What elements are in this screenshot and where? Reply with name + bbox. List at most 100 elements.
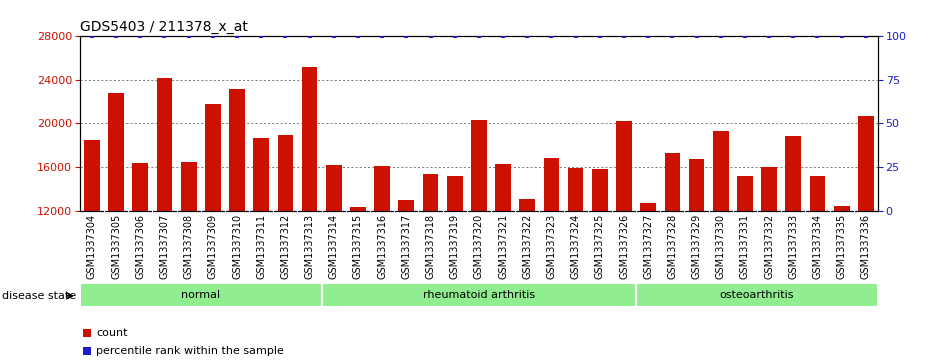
Bar — [181, 162, 196, 211]
Bar — [834, 206, 850, 211]
Bar — [278, 135, 293, 211]
Bar — [762, 167, 777, 211]
Bar — [785, 136, 801, 211]
Point — [375, 33, 390, 39]
Point — [640, 33, 655, 39]
Bar — [447, 176, 463, 211]
Text: GSM1337308: GSM1337308 — [184, 214, 193, 279]
Point — [157, 33, 172, 39]
Bar — [665, 153, 680, 211]
Bar — [809, 176, 825, 211]
Bar — [616, 121, 632, 211]
Bar — [737, 176, 753, 211]
Bar — [350, 207, 366, 211]
Text: GSM1337317: GSM1337317 — [401, 214, 411, 280]
Text: GSM1337330: GSM1337330 — [716, 214, 726, 279]
Point — [786, 33, 801, 39]
Bar — [568, 168, 583, 211]
Bar — [205, 104, 221, 211]
Point — [85, 33, 100, 39]
Text: GSM1337318: GSM1337318 — [425, 214, 436, 279]
Text: GSM1337331: GSM1337331 — [740, 214, 750, 279]
Point — [834, 33, 849, 39]
Text: GSM1337333: GSM1337333 — [789, 214, 798, 279]
Point — [254, 33, 269, 39]
Text: GSM1337335: GSM1337335 — [837, 214, 847, 280]
Point — [737, 33, 752, 39]
Point — [229, 33, 244, 39]
Point — [181, 33, 196, 39]
Text: percentile rank within the sample: percentile rank within the sample — [97, 346, 285, 356]
Text: GSM1337328: GSM1337328 — [668, 214, 677, 280]
Text: GSM1337305: GSM1337305 — [111, 214, 121, 280]
Point — [132, 33, 147, 39]
Text: GSM1337325: GSM1337325 — [594, 214, 605, 280]
Text: GSM1337316: GSM1337316 — [377, 214, 387, 279]
Text: GSM1337312: GSM1337312 — [281, 214, 290, 280]
Bar — [713, 131, 729, 211]
Bar — [636, 283, 878, 307]
Point — [689, 33, 704, 39]
Point — [520, 33, 535, 39]
Text: GSM1337304: GSM1337304 — [87, 214, 97, 279]
Point — [80, 348, 95, 354]
Text: disease state: disease state — [2, 291, 76, 301]
Text: normal: normal — [181, 290, 221, 300]
Bar — [592, 169, 608, 211]
Point — [399, 33, 414, 39]
Text: GSM1337334: GSM1337334 — [812, 214, 823, 279]
Text: GSM1337307: GSM1337307 — [160, 214, 169, 280]
Point — [109, 33, 124, 39]
Bar — [688, 159, 704, 211]
Text: GSM1337326: GSM1337326 — [619, 214, 629, 280]
Point — [326, 33, 341, 39]
Point — [568, 33, 583, 39]
Text: GDS5403 / 211378_x_at: GDS5403 / 211378_x_at — [80, 20, 248, 34]
Point — [544, 33, 559, 39]
Text: GSM1337322: GSM1337322 — [522, 214, 532, 280]
Bar — [85, 140, 100, 211]
Text: GSM1337310: GSM1337310 — [232, 214, 242, 279]
Text: GSM1337319: GSM1337319 — [450, 214, 460, 279]
Text: GSM1337332: GSM1337332 — [764, 214, 774, 280]
Point — [350, 33, 365, 39]
Text: GSM1337321: GSM1337321 — [498, 214, 508, 280]
Bar — [322, 283, 636, 307]
Text: GSM1337306: GSM1337306 — [135, 214, 146, 279]
Point — [762, 33, 777, 39]
Point — [858, 33, 873, 39]
Bar — [544, 158, 560, 211]
Bar — [80, 283, 322, 307]
Point — [423, 33, 438, 39]
Bar — [495, 164, 511, 211]
Text: osteoarthritis: osteoarthritis — [720, 290, 794, 300]
Bar — [326, 165, 342, 211]
Bar — [519, 199, 535, 211]
Bar — [471, 120, 486, 211]
Bar — [423, 174, 439, 211]
Text: GSM1337315: GSM1337315 — [353, 214, 363, 280]
Text: GSM1337313: GSM1337313 — [304, 214, 315, 279]
Text: GSM1337320: GSM1337320 — [474, 214, 484, 280]
Bar — [301, 67, 317, 211]
Point — [302, 33, 317, 39]
Point — [447, 33, 462, 39]
Point — [665, 33, 680, 39]
Bar — [229, 89, 245, 211]
Point — [714, 33, 729, 39]
Point — [206, 33, 221, 39]
Point — [496, 33, 511, 39]
Bar — [398, 200, 414, 211]
Bar — [108, 93, 124, 211]
Point — [278, 33, 293, 39]
Text: GSM1337309: GSM1337309 — [208, 214, 218, 279]
Text: GSM1337324: GSM1337324 — [571, 214, 580, 280]
Text: rheumatoid arthritis: rheumatoid arthritis — [423, 290, 535, 300]
Bar — [640, 203, 656, 211]
Text: GSM1337336: GSM1337336 — [861, 214, 870, 279]
Text: GSM1337311: GSM1337311 — [256, 214, 267, 279]
Bar — [132, 163, 148, 211]
Point — [471, 33, 486, 39]
Text: GSM1337314: GSM1337314 — [329, 214, 339, 279]
Bar — [858, 116, 873, 211]
